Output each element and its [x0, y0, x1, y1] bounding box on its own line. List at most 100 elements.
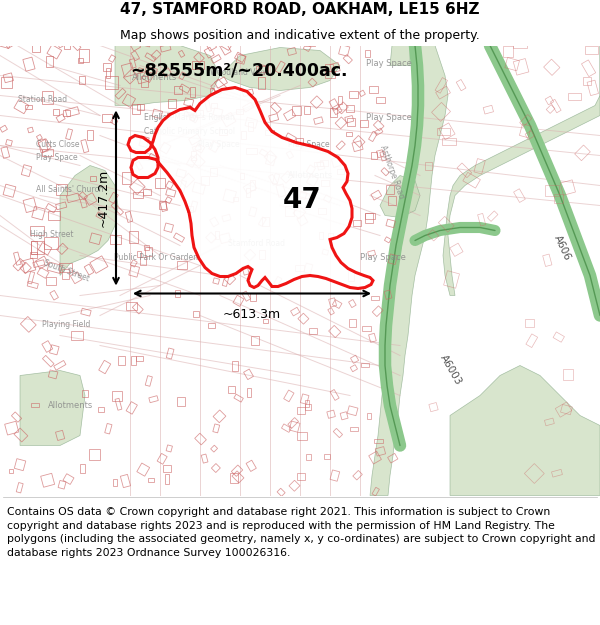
Bar	[63, 474, 74, 484]
Bar	[56, 202, 67, 210]
Bar	[193, 311, 199, 317]
Bar	[136, 356, 143, 361]
Bar	[575, 145, 590, 161]
Bar	[243, 182, 257, 194]
Bar	[385, 237, 391, 243]
Bar	[163, 68, 172, 77]
Bar	[103, 63, 111, 71]
Bar	[136, 161, 143, 171]
Bar	[365, 50, 370, 58]
Bar	[542, 254, 552, 266]
Bar	[232, 361, 238, 371]
Bar	[242, 102, 254, 112]
Bar	[89, 233, 101, 244]
Bar	[46, 204, 56, 213]
Bar	[31, 241, 44, 254]
Bar	[585, 46, 598, 54]
Bar	[166, 189, 176, 197]
Bar	[179, 181, 187, 193]
Polygon shape	[128, 88, 373, 289]
Bar	[185, 105, 195, 116]
Bar	[145, 248, 152, 256]
Bar	[368, 333, 376, 342]
Bar	[338, 45, 350, 56]
Bar	[487, 211, 498, 221]
Bar	[456, 79, 466, 91]
Bar	[368, 250, 376, 256]
Text: Cutts Close: Cutts Close	[36, 140, 79, 149]
Bar	[310, 96, 323, 109]
Bar	[81, 308, 91, 316]
Bar	[520, 114, 532, 127]
Bar	[262, 217, 269, 226]
Bar	[555, 402, 572, 418]
Bar	[112, 391, 122, 401]
Text: Play Space: Play Space	[366, 59, 412, 68]
Bar	[201, 454, 208, 463]
Bar	[47, 45, 62, 59]
Bar	[166, 348, 174, 359]
Bar	[143, 189, 151, 195]
Bar	[275, 61, 285, 73]
Bar	[139, 136, 149, 148]
Bar	[209, 217, 219, 227]
Bar	[246, 460, 256, 471]
Bar	[122, 172, 131, 184]
Text: Woodland View: Woodland View	[210, 68, 269, 77]
Bar	[240, 173, 244, 179]
Bar	[303, 44, 311, 51]
Bar	[442, 138, 456, 145]
Bar	[343, 54, 352, 64]
Bar	[560, 404, 572, 415]
Bar	[67, 193, 80, 202]
Bar	[213, 107, 223, 117]
Bar	[30, 226, 44, 235]
Bar	[242, 266, 249, 275]
Bar	[320, 160, 328, 166]
Bar	[276, 184, 286, 197]
Bar	[47, 262, 62, 274]
Bar	[221, 112, 236, 127]
Bar	[190, 115, 198, 123]
Text: Playing Field: Playing Field	[42, 320, 91, 329]
Bar	[200, 176, 209, 184]
Bar	[144, 245, 149, 250]
Bar	[296, 138, 304, 146]
Bar	[213, 424, 220, 433]
Bar	[124, 69, 138, 84]
Bar	[121, 63, 134, 77]
Bar	[129, 231, 138, 243]
Bar	[247, 388, 251, 398]
Bar	[274, 276, 282, 286]
Bar	[244, 369, 253, 379]
Bar	[563, 369, 574, 381]
Bar	[219, 233, 231, 244]
Bar	[193, 145, 202, 151]
Bar	[222, 276, 229, 286]
Bar	[374, 128, 383, 136]
Bar	[164, 223, 173, 232]
Bar	[5, 139, 13, 146]
Bar	[31, 241, 37, 254]
Bar	[160, 44, 171, 52]
Bar	[14, 99, 29, 114]
Text: Allotments: Allotments	[288, 171, 333, 181]
Bar	[56, 114, 65, 122]
Bar	[20, 316, 36, 332]
Bar	[211, 54, 221, 63]
Bar	[28, 127, 34, 132]
Polygon shape	[370, 46, 448, 496]
Bar	[137, 463, 149, 476]
Bar	[184, 98, 194, 107]
Bar	[14, 252, 21, 265]
Bar	[264, 151, 277, 164]
Bar	[194, 433, 206, 445]
Bar	[142, 36, 152, 47]
Bar	[206, 232, 217, 243]
Bar	[250, 180, 256, 190]
Bar	[301, 394, 309, 404]
Bar	[271, 102, 281, 113]
Polygon shape	[60, 166, 118, 276]
Bar	[113, 479, 117, 486]
Bar	[110, 118, 118, 125]
